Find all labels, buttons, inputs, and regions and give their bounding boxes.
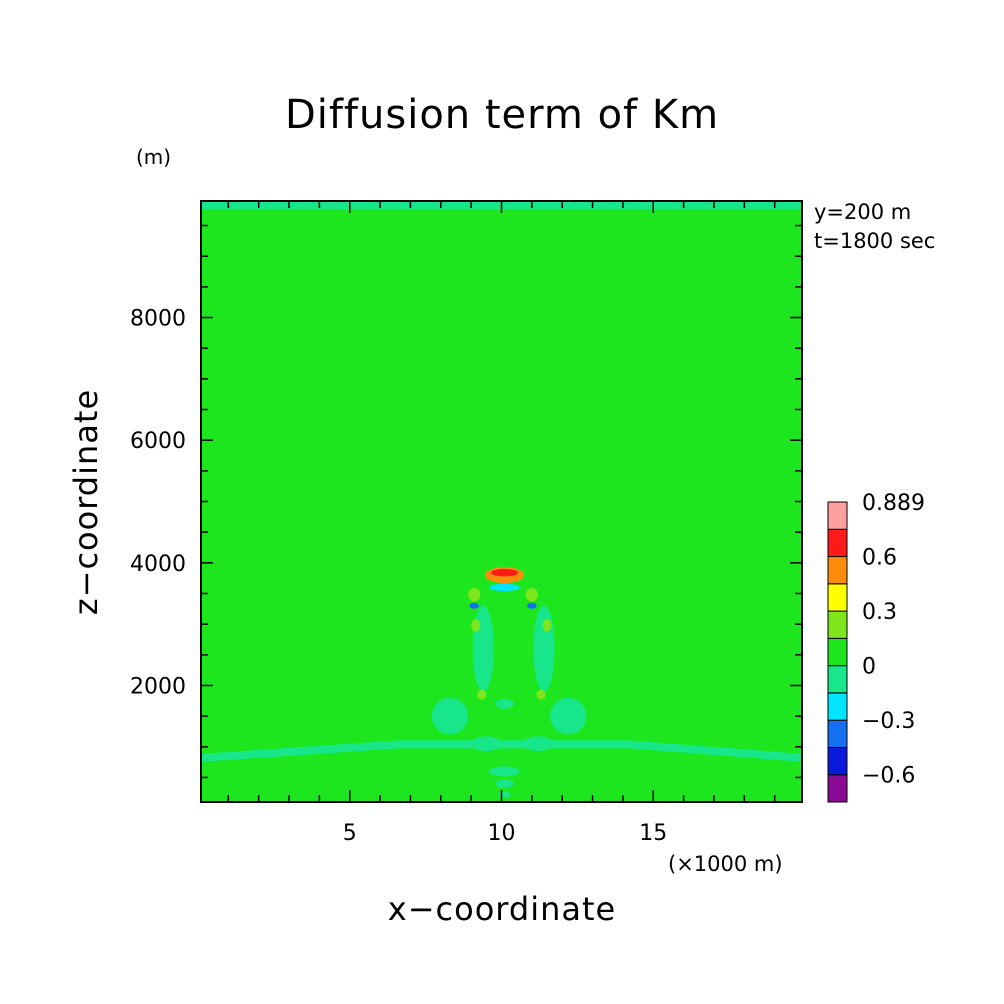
contour-blob-17 (525, 587, 538, 602)
colorbar-label: 0.889 (862, 491, 925, 516)
axis-ticks: 5 10 15 2000 4000 6000 8000 (130, 201, 802, 846)
contour-blob-18 (469, 602, 480, 609)
colorbar-swatch (827, 692, 848, 721)
contour-blob-20 (489, 583, 520, 592)
colorbar: −0.6 −0.3 0 0.3 0.6 0.889 (827, 491, 925, 803)
contour-blob-8 (489, 766, 520, 777)
colorbar-label: −0.6 (862, 764, 915, 789)
contour-blob-3 (533, 605, 555, 692)
contour-blob-5 (550, 697, 587, 735)
time-annotation: t=1800 sec (814, 229, 936, 253)
colorbar-label: 0 (862, 655, 876, 680)
colorbar-label: −0.3 (862, 709, 915, 734)
colorbar-swatch (827, 528, 848, 558)
contour-blob-2 (472, 605, 494, 692)
slice-y-annotation: y=200 m (814, 200, 912, 224)
x-tick-label: 10 (488, 821, 516, 846)
contour-blob-16 (468, 587, 481, 602)
colorbar-swatch (827, 665, 848, 694)
y-tick-label: 8000 (130, 307, 186, 332)
colorbar-swatch (827, 637, 848, 667)
contour-blob-11 (495, 698, 514, 709)
y-axis-unit-label: (m) (136, 145, 172, 169)
x-axis-label: x−coordinate (387, 890, 617, 928)
colorbar-swatch (827, 556, 848, 585)
contour-regions (201, 201, 802, 798)
contour-blob-13 (542, 619, 552, 632)
colorbar-swatch (827, 719, 848, 748)
x-tick-label: 5 (343, 821, 357, 846)
y-tick-label: 4000 (130, 552, 186, 577)
x-tick-label: 15 (639, 821, 667, 846)
colorbar-swatch (827, 583, 848, 612)
colorbar-swatch (827, 501, 848, 530)
chart-title: Diffusion term of Km (284, 92, 720, 138)
contour-blob-15 (536, 689, 546, 700)
contour-blob-7 (522, 736, 554, 752)
colorbar-swatch (827, 610, 848, 639)
contour-blob-4 (431, 697, 469, 735)
colorbar-label: 0.6 (862, 546, 897, 571)
contour-blob-10 (498, 791, 511, 798)
contour-band-0 (201, 740, 802, 762)
y-tick-label: 6000 (130, 429, 186, 454)
colorbar-swatch (827, 774, 848, 803)
contour-blob-6 (471, 736, 502, 752)
y-tick-label: 2000 (130, 674, 186, 699)
colorbar-label: 0.3 (862, 600, 897, 625)
contour-blob-9 (495, 779, 514, 788)
contour-blob-22 (490, 568, 519, 577)
plot-background (201, 201, 802, 802)
x-axis-unit-label: (×1000 m) (668, 852, 783, 876)
colorbar-swatch (827, 746, 848, 776)
contour-blob-12 (471, 619, 481, 632)
contour-blob-19 (526, 602, 537, 609)
contour-blob-14 (477, 689, 487, 700)
